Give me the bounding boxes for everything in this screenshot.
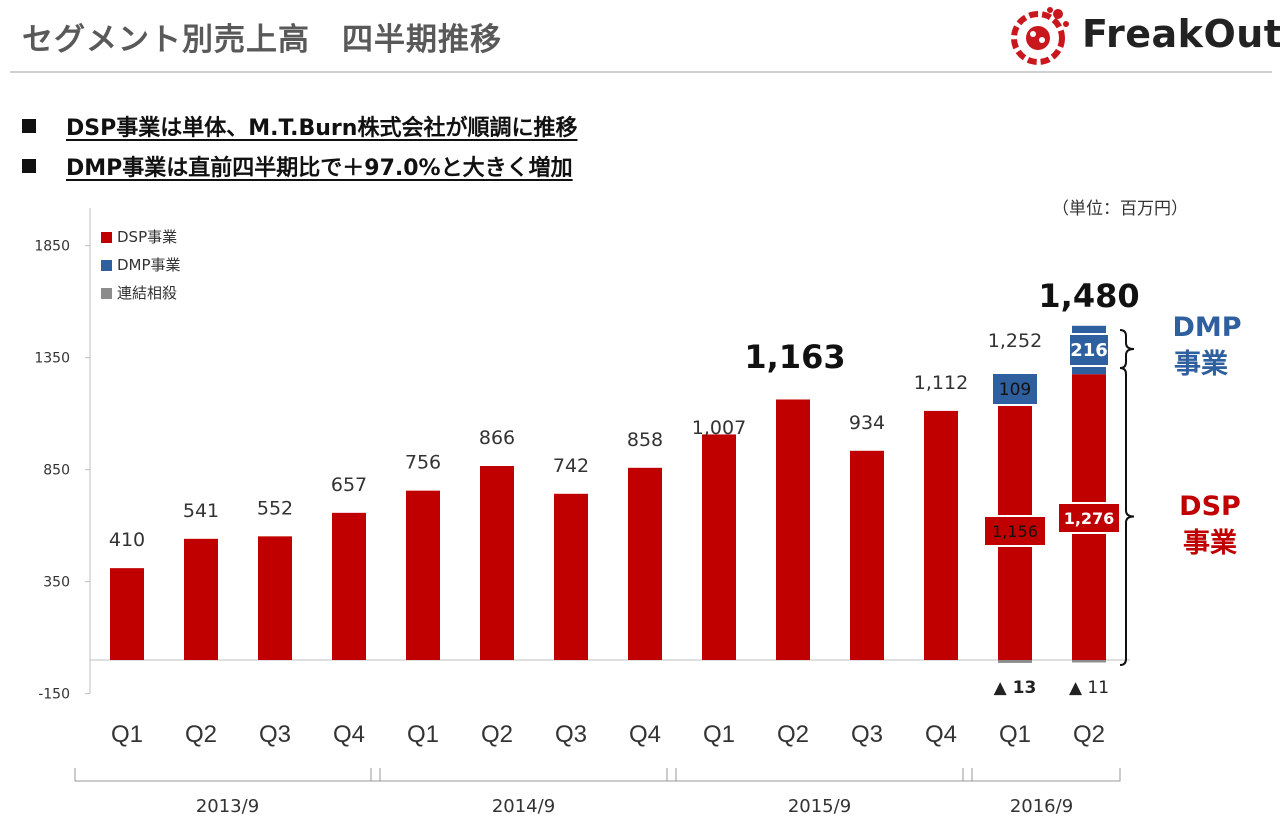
unit-label: （単位：百万円） [1052,199,1188,219]
dmp-value-box [991,372,1039,406]
fiscal-year-label: 2016/9 [1010,796,1073,817]
dsp-value-label: 1,276 [1064,509,1115,528]
dsp-bar [258,536,292,660]
x-tick-label: Q1 [407,721,439,748]
dsp-value-box [1057,502,1121,534]
legend-swatch [101,232,112,243]
total-label: 756 [405,452,441,474]
dsp-bar [850,450,884,660]
bullet-2: DMP事業は直前四半期比で＋97.0%と大きく増加 [22,150,573,182]
fiscal-year-bracket [962,768,1121,782]
logo-mark-icon [1011,7,1069,65]
x-tick-label: Q1 [111,721,143,748]
dsp-bar [554,493,588,660]
dsp-value-box [983,515,1047,547]
total-label: 1,112 [914,372,968,394]
legend-label: 連結相殺 [117,284,177,302]
dmp-value-label: 109 [999,380,1031,400]
y-tick-label: 1350 [34,351,70,367]
fiscal-year-bracket [74,768,381,782]
total-label-emphasized: 1,480 [1038,277,1139,315]
legend-swatch [101,288,112,299]
x-tick-label: Q4 [333,721,365,748]
dmp-brace [1119,329,1135,369]
fiscal-year-label: 2015/9 [788,796,851,817]
bullet-square-icon [22,159,36,173]
freakout-logo: FreakOut [1004,4,1280,68]
total-label: 1,252 [988,330,1042,352]
x-tick-label: Q4 [925,721,957,748]
total-label: 858 [627,429,663,451]
dsp-bar [110,568,144,660]
fiscal-year-label: 2014/9 [492,796,555,817]
x-tick-label: Q2 [777,721,809,748]
dsp-value-label: 1,156 [992,522,1038,541]
logo-text: FreakOut [1082,12,1280,56]
y-tick-label: -150 [38,687,70,703]
x-tick-label: Q1 [999,721,1031,748]
x-tick-label: Q2 [481,721,513,748]
fiscal-year-bracket [666,768,973,782]
dmp-side-label: DMP [1172,312,1241,343]
total-label: 541 [183,500,219,522]
total-label: 657 [331,474,367,496]
total-label: 410 [109,529,145,551]
title-divider [10,71,1272,73]
x-tick-label: Q3 [259,721,291,748]
dmp-value-box [1068,333,1110,367]
legend-swatch [101,260,112,271]
x-tick-label: Q4 [629,721,661,748]
consol-bar [998,660,1032,663]
legend-label: DMP事業 [117,256,181,274]
bullet-2-text: DMP事業は直前四半期比で＋97.0%と大きく増加 [66,156,573,181]
dmp-side-label: 事業 [1174,349,1228,380]
consol-bar [1072,660,1106,663]
dsp-bar [702,434,736,660]
legend-label: DSP事業 [117,228,177,246]
y-tick-label: 850 [43,463,70,479]
bullet-1-text: DSP事業は単体、M.T.Burn株式会社が順調に推移 [66,116,578,141]
x-tick-label: Q3 [851,721,883,748]
dsp-bar [776,399,810,660]
x-tick-label: Q2 [1073,721,1105,748]
total-label: 866 [479,427,515,449]
consol-value-label: ▲ 11 [1069,678,1109,698]
dsp-bar [924,410,958,660]
fiscal-year-bracket [370,768,677,782]
dsp-bar [184,538,218,660]
dsp-bar [628,467,662,660]
x-tick-label: Q2 [185,721,217,748]
dsp-side-label: DSP [1179,491,1241,522]
dsp-bar [480,466,514,660]
y-tick-label: 1850 [34,239,70,255]
total-label: 934 [849,412,885,434]
x-tick-label: Q3 [555,721,587,748]
dsp-brace [1119,367,1135,666]
total-label: 1,007 [692,417,746,439]
dsp-bar [406,490,440,660]
x-tick-label: Q1 [703,721,735,748]
y-tick-label: 350 [43,575,70,591]
dsp-side-label: 事業 [1183,528,1237,559]
total-label: 742 [553,455,589,477]
consol-value-label: ▲ 13 [994,678,1037,698]
bullet-square-icon [22,119,36,133]
dmp-value-label: 216 [1070,340,1108,361]
total-label-emphasized: 1,163 [744,338,845,376]
total-label: 552 [257,497,293,519]
dsp-bar [332,512,366,660]
fiscal-year-label: 2013/9 [196,796,259,817]
bullet-1: DSP事業は単体、M.T.Burn株式会社が順調に推移 [22,110,577,142]
page-title: セグメント別売上高 四半期推移 [22,22,502,58]
